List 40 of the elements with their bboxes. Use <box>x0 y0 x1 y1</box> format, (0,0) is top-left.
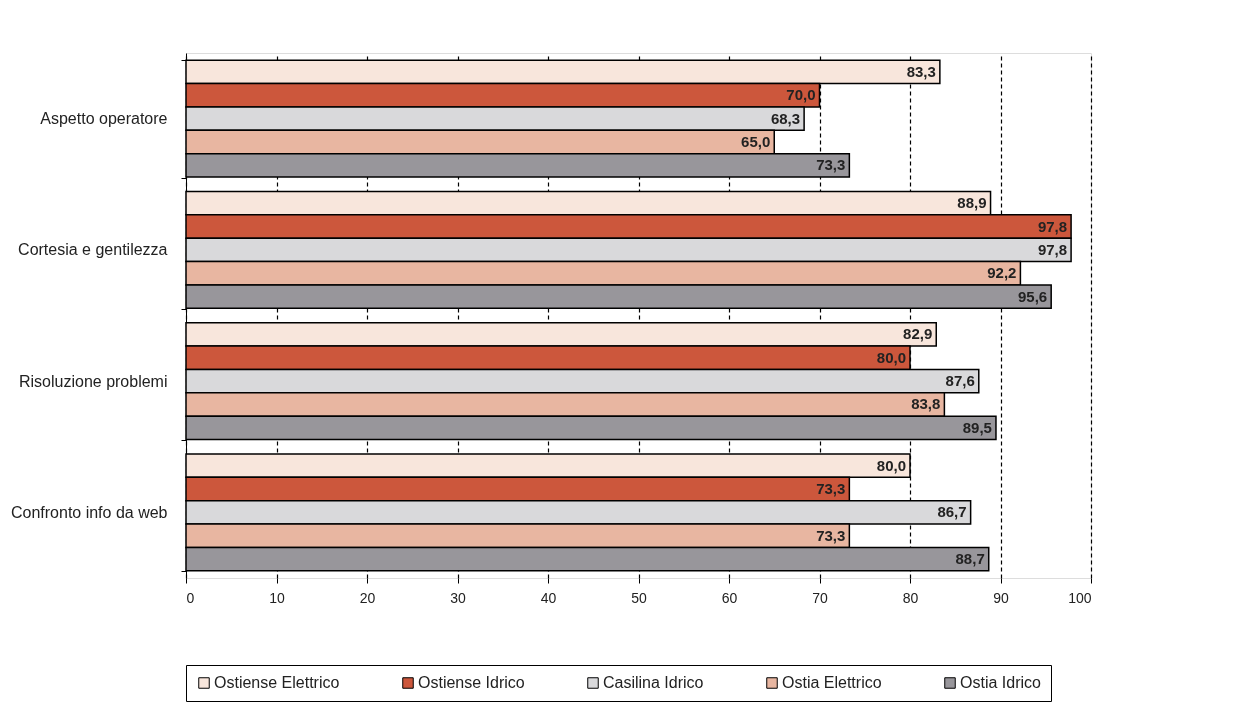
data-label: 97,8 <box>1037 240 1068 258</box>
legend-label: Ostiense Elettrico <box>214 674 340 691</box>
data-label: 65,0 <box>741 132 771 150</box>
data-label: 87,6 <box>945 372 975 390</box>
data-label: 80,0 <box>876 348 906 366</box>
y-tick-label: Confronto info da web <box>10 503 168 521</box>
data-label: 83,3 <box>906 62 936 80</box>
legend-label: Ostia Elettrico <box>782 674 882 691</box>
x-tick-label: 90 <box>993 589 1009 606</box>
data-label: 80,0 <box>876 456 906 474</box>
x-tick-label: 50 <box>631 589 647 606</box>
y-tick-label: Cortesia e gentilezza <box>18 241 168 259</box>
x-tick-label: 30 <box>450 589 466 606</box>
data-label: 88,7 <box>955 550 985 568</box>
data-label: 92,2 <box>987 264 1017 282</box>
legend-label: Ostia Idrico <box>960 674 1042 691</box>
data-label: 83,8 <box>911 395 941 413</box>
legend-label: Ostiense Idrico <box>418 674 525 691</box>
data-label: 68,3 <box>770 109 801 127</box>
data-label: 73,3 <box>816 526 846 544</box>
data-label: 88,9 <box>957 194 987 212</box>
x-tick-label: 0 <box>186 589 195 606</box>
data-label: 97,8 <box>1037 217 1068 235</box>
data-label: 73,3 <box>816 480 846 498</box>
data-label: 70,0 <box>786 86 816 104</box>
x-tick-label: 100 <box>1068 589 1092 606</box>
data-label: 86,7 <box>937 503 967 521</box>
data-label: 73,3 <box>816 156 846 174</box>
data-label: 82,9 <box>903 325 933 343</box>
x-tick-label: 40 <box>540 589 557 606</box>
legend-label: Casilina Idrico <box>603 674 704 691</box>
x-tick-label: 10 <box>269 589 285 606</box>
x-tick-label: 20 <box>359 589 376 606</box>
x-tick-label: 80 <box>902 589 919 606</box>
y-tick-label: Aspetto operatore <box>40 110 168 128</box>
x-tick-label: 60 <box>721 589 738 606</box>
x-tick-label: 70 <box>812 589 828 606</box>
data-label: 95,6 <box>1017 287 1048 305</box>
y-tick-label: Risoluzione problemi <box>18 372 168 390</box>
data-label: 89,5 <box>962 418 992 436</box>
